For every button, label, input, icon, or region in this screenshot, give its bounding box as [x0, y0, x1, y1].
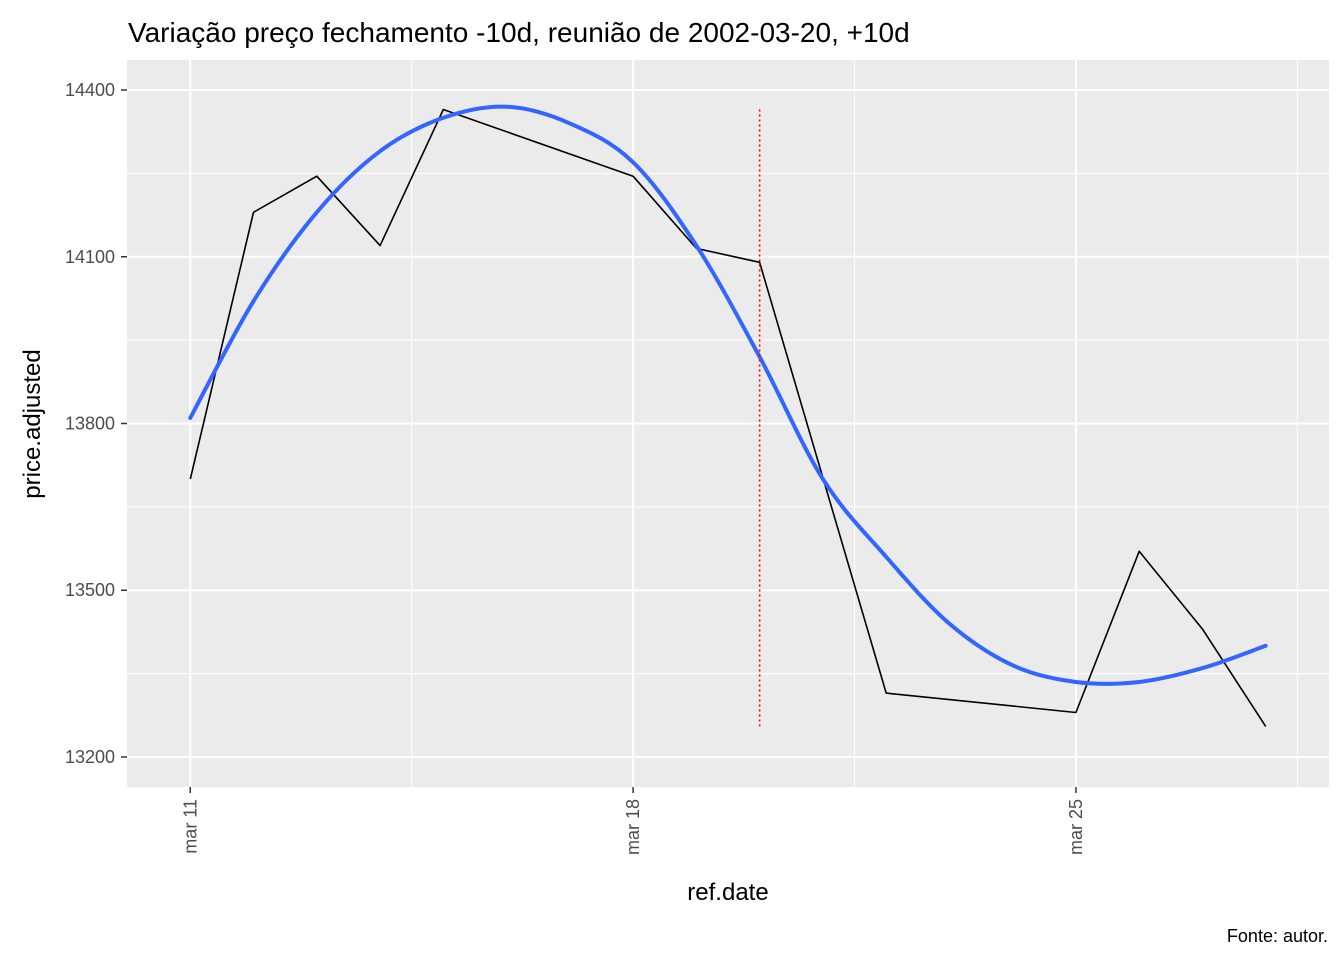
grid-major: [127, 60, 1329, 787]
y-tick-label: 13800: [65, 414, 115, 434]
y-axis-title: price.adjusted: [19, 349, 46, 498]
x-tick-label: mar 11: [180, 799, 200, 854]
x-tick-label: mar 25: [1066, 799, 1086, 855]
x-tick-label: mar 18: [623, 799, 643, 855]
y-tick-label: 13500: [65, 580, 115, 600]
y-tick-label: 14400: [65, 80, 115, 100]
series-layer: [188, 104, 1268, 727]
smooth-trend-line: [188, 104, 1268, 686]
chart-title: Variação preço fechamento -10d, reunião …: [128, 17, 910, 48]
y-tick-label: 14100: [65, 247, 115, 267]
y-axis: 13200 13500 13800 14100 14400: [65, 80, 127, 767]
y-tick-label: 13200: [65, 747, 115, 767]
x-axis-title: ref.date: [687, 879, 768, 906]
x-axis: mar 11 mar 18 mar 25: [180, 787, 1086, 855]
caption: Fonte: autor.: [1227, 926, 1328, 946]
